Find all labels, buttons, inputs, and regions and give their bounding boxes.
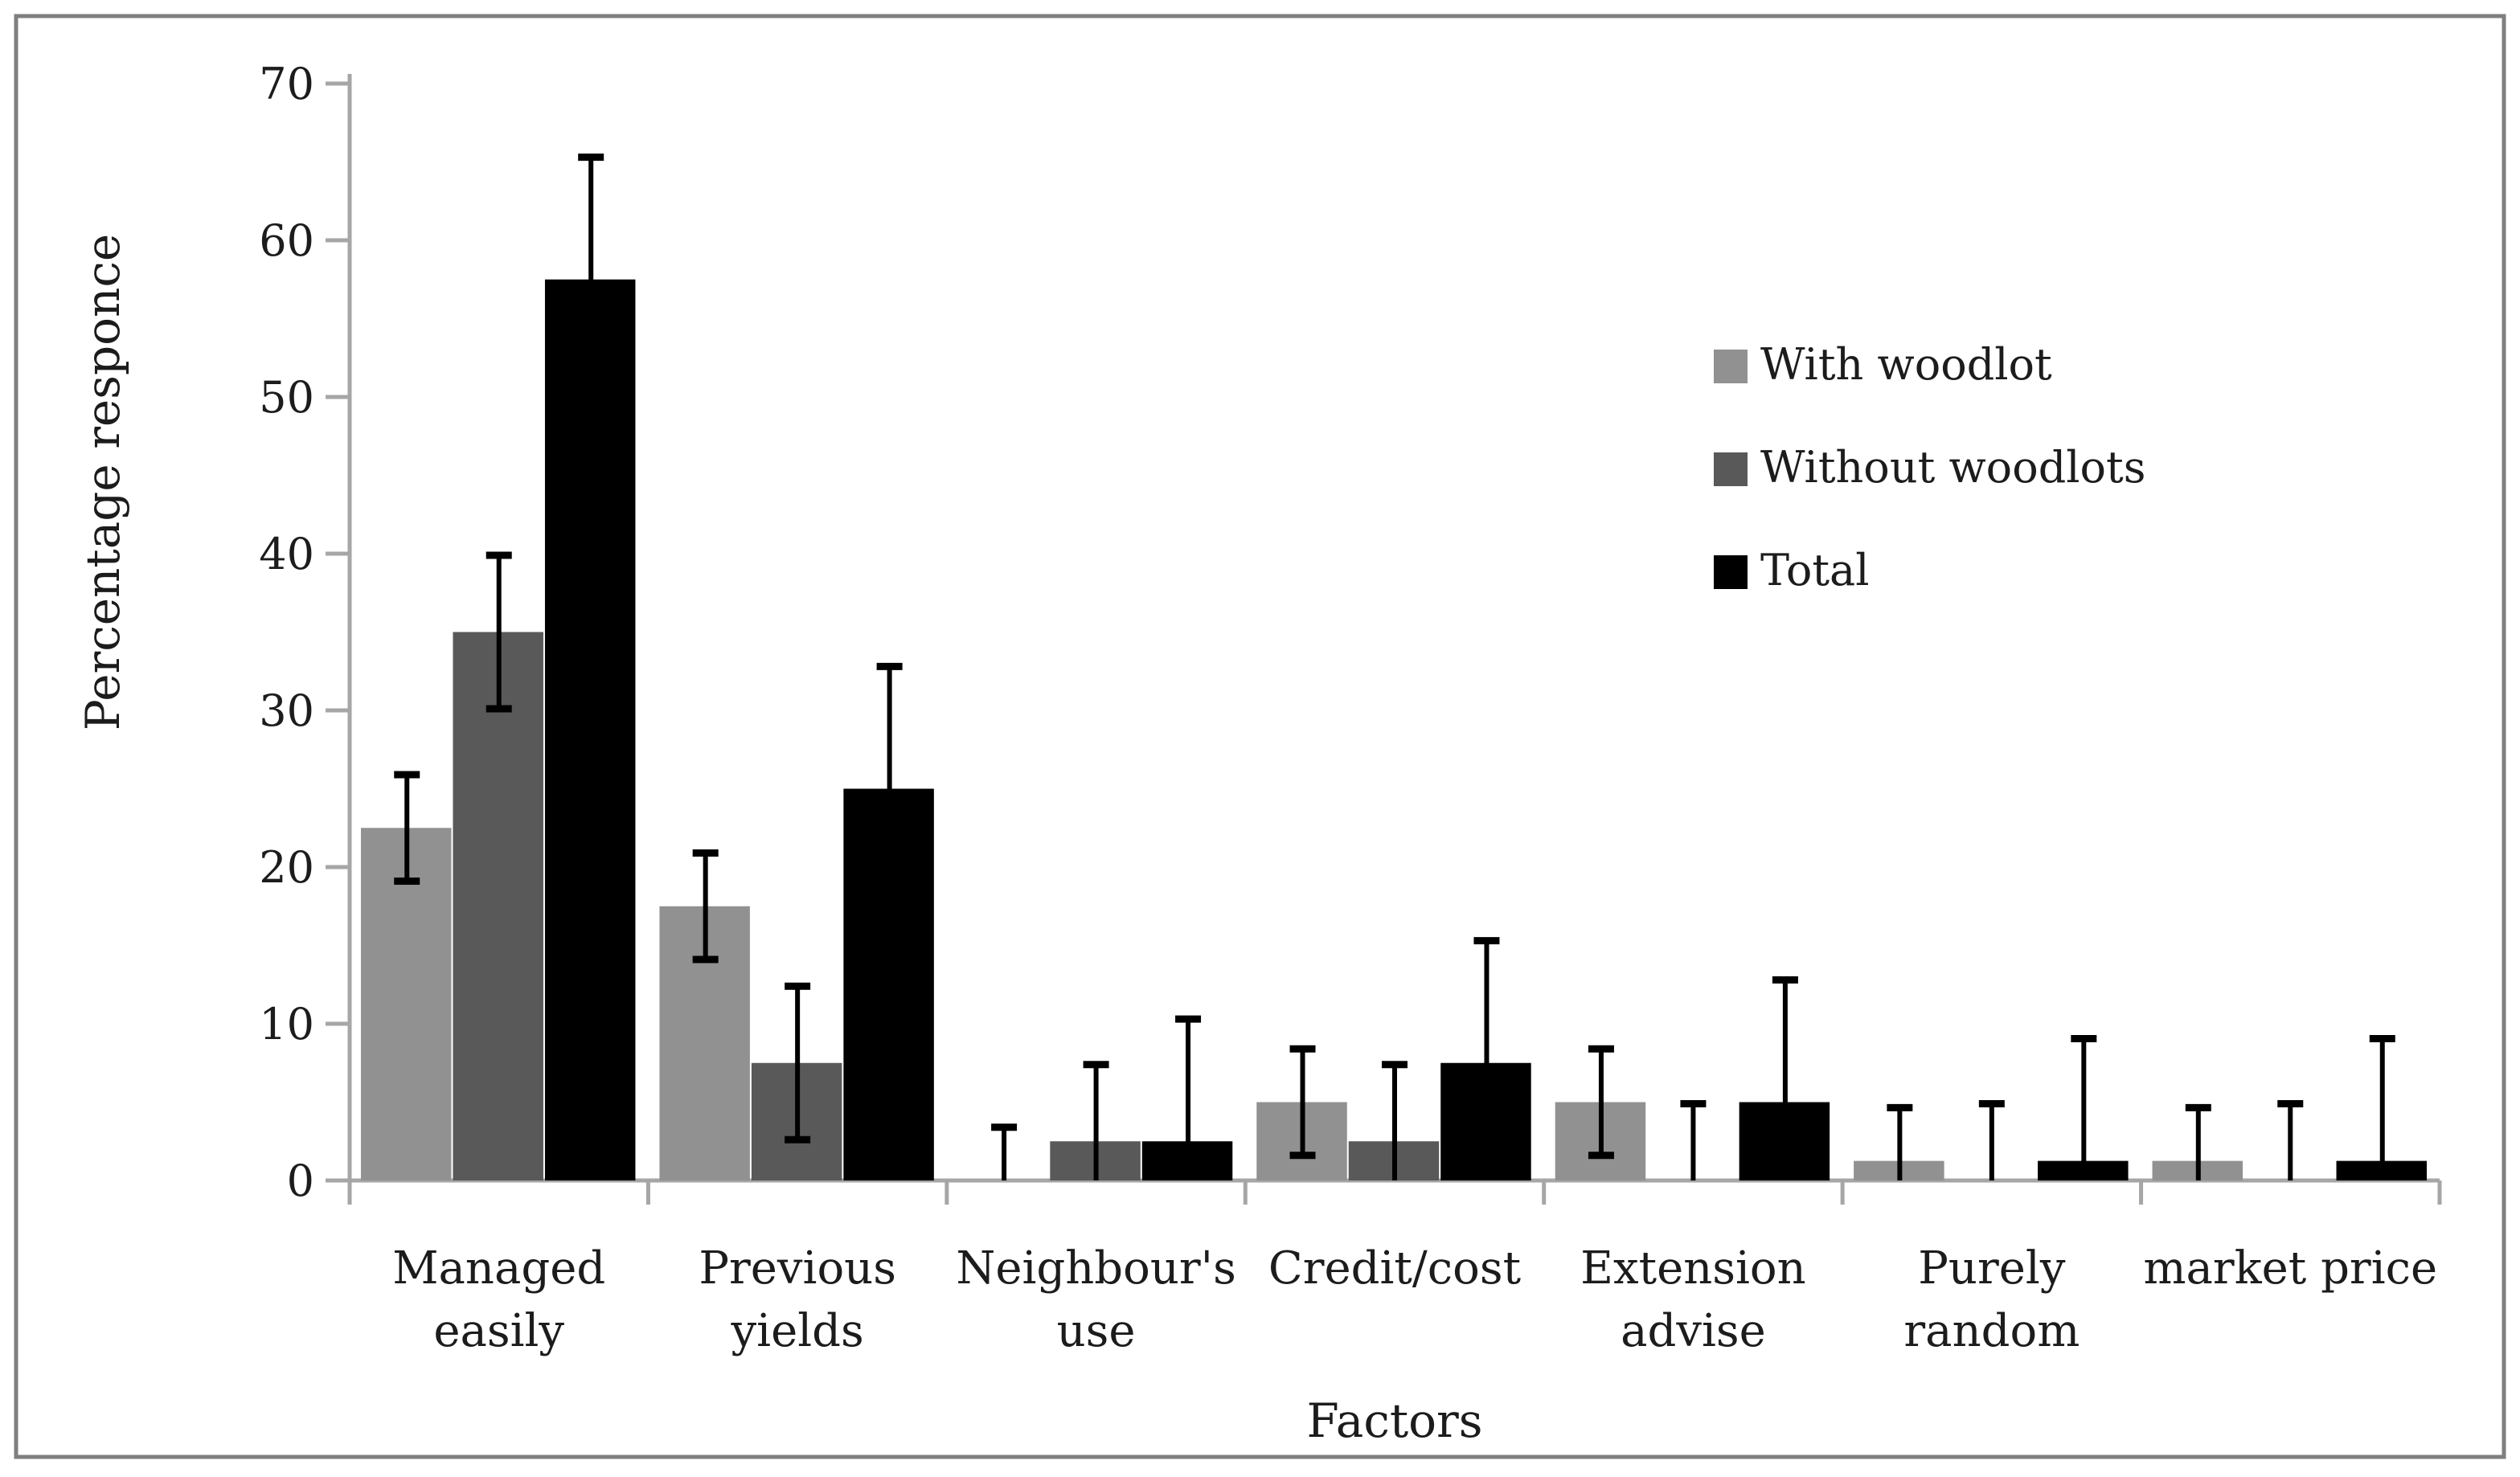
y-tick-label-70: 70 — [259, 59, 314, 109]
category-label-3: Credit/cost — [1268, 1242, 1522, 1295]
y-tick-label-30: 30 — [259, 685, 314, 736]
y-axis-title: Percentage responce — [76, 234, 130, 730]
y-tick-label-50: 50 — [259, 372, 314, 423]
y-tick-label-0: 0 — [287, 1156, 314, 1206]
legend-swatch-with-woodlot — [1714, 350, 1748, 383]
y-tick-label-10: 10 — [259, 999, 314, 1049]
y-tick-label-40: 40 — [259, 529, 314, 579]
y-tick-label-60: 60 — [259, 215, 314, 266]
bar-without-woodlots-0 — [453, 632, 543, 1180]
category-label-4: Extension advise — [1580, 1242, 1806, 1357]
x-axis-title: Factors — [1306, 1393, 1482, 1448]
category-label-0: Managed easily — [392, 1242, 605, 1357]
category-label-6: market price — [2143, 1242, 2437, 1295]
figure-border — [14, 14, 2506, 1459]
legend-label-without-woodlots: Without woodlots — [1760, 442, 2145, 493]
category-label-2: Neighbour's use — [956, 1242, 1236, 1357]
legend-swatch-total — [1714, 555, 1748, 589]
legend-swatch-without-woodlots — [1714, 452, 1748, 486]
legend-label-total: Total — [1760, 545, 1870, 595]
category-label-5: Purely random — [1903, 1242, 2080, 1357]
y-tick-label-20: 20 — [259, 842, 314, 893]
bar-with-woodlot-0 — [361, 828, 452, 1180]
legend: With woodlot Without woodlots Total — [1714, 339, 2145, 595]
bar-total-0 — [544, 279, 636, 1180]
category-label-1: Previous yields — [699, 1242, 896, 1357]
legend-label-with-woodlot: With woodlot — [1760, 339, 2052, 390]
plot-area: 0 10 20 30 40 50 60 70 Managed easily Previous yiel… — [259, 59, 2442, 1357]
